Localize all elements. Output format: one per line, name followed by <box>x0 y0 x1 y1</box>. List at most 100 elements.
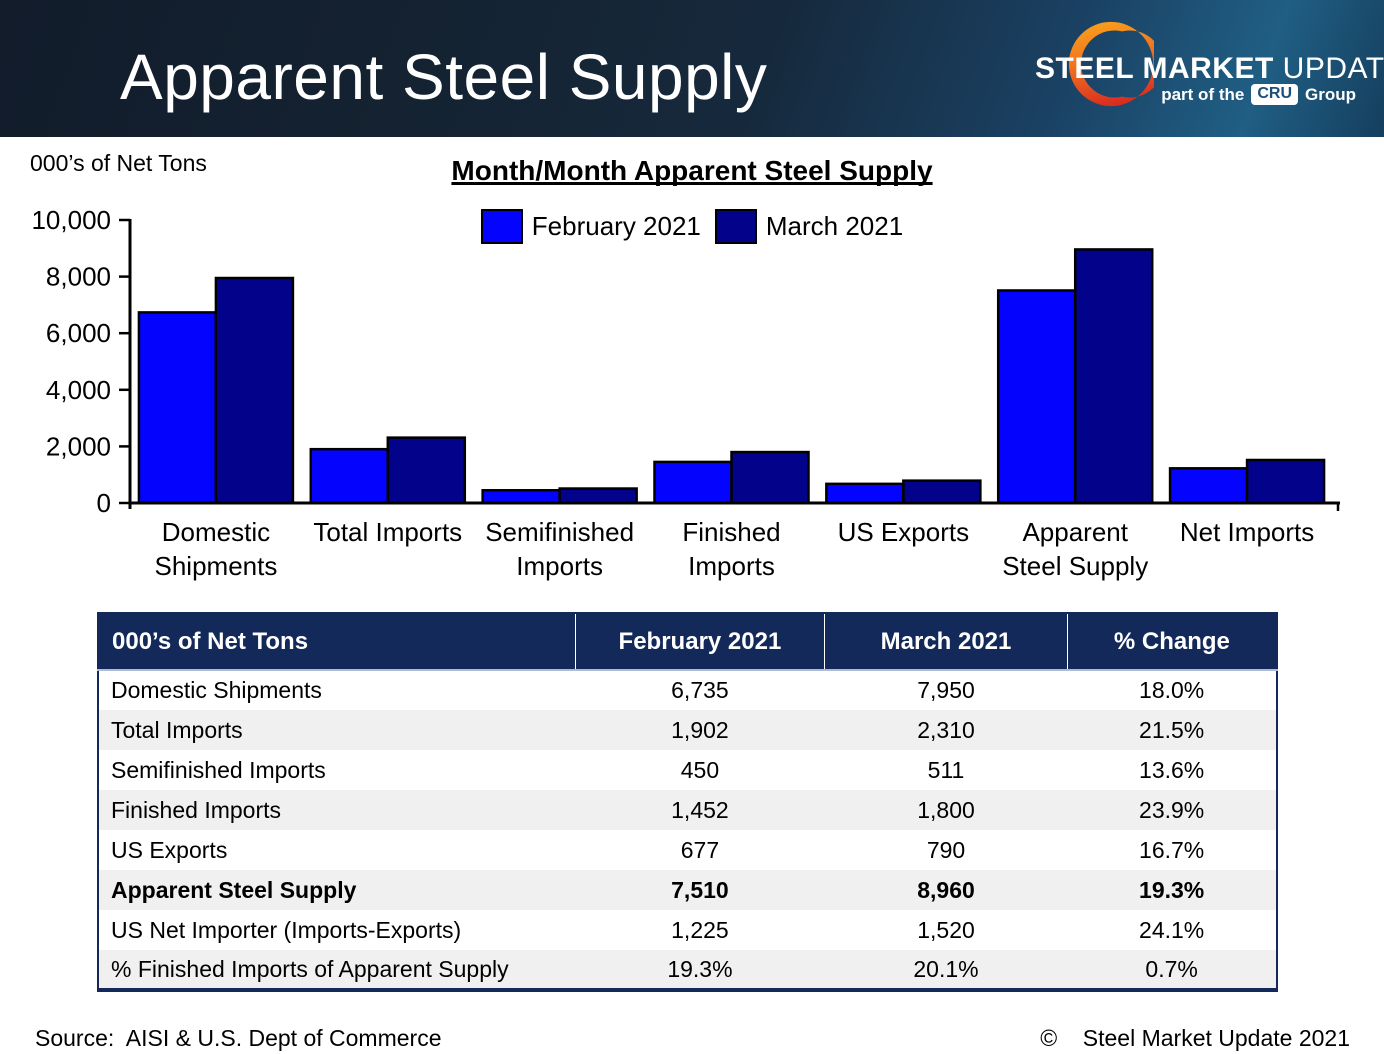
row-value: 18.0% <box>1139 677 1205 703</box>
bar-series-1-group-2 <box>309 447 390 505</box>
x-axis-category-label: Net Imports <box>1180 517 1314 547</box>
table-row: US Exports 677 790 16.7% <box>98 830 1277 870</box>
row-value: 7,510 <box>671 876 729 903</box>
x-axis-category-label: Domestic <box>162 517 270 547</box>
bar-series-1-group-7 <box>1168 467 1249 505</box>
logo-steel: STEEL <box>1035 52 1143 85</box>
bar-series-2-group-2 <box>386 436 467 505</box>
row-value: 8,960 <box>917 876 975 903</box>
cru-badge: CRU <box>1251 84 1298 105</box>
bar-chart: 0 2,000 4,000 6,000 8,000 10,000 Domestic Shipm… <box>31 205 1340 581</box>
x-axis-category-label: Steel Supply <box>1002 551 1148 581</box>
row-label: Finished Imports <box>111 796 282 823</box>
table-row: Finished Imports 1,452 1,800 23.9% <box>98 790 1277 830</box>
row-value: 1,800 <box>917 796 975 823</box>
col-header-march: March 2021 <box>824 613 1068 671</box>
y-axis-tick-label: 6,000 <box>46 318 111 348</box>
x-axis-category-label: US Exports <box>838 517 970 547</box>
chart-legend: February 2021 March 2021 <box>0 209 1384 244</box>
table-row: Domestic Shipments 6,735 7,950 18.0% <box>98 670 1277 710</box>
row-value: 2,310 <box>917 716 975 743</box>
copyright-note: © Steel Market Update 2021 <box>1040 1025 1350 1051</box>
chart-title-wrap: Month/Month Apparent Steel Supply <box>0 155 1384 187</box>
row-value: 1,902 <box>671 716 729 743</box>
header-band: Apparent Steel Supply STEEL MARKET UPDAT… <box>0 0 1384 137</box>
row-value: 677 <box>680 836 720 863</box>
row-value: 1,452 <box>671 796 729 823</box>
col-header-february: February 2021 <box>575 613 826 671</box>
legend-swatch-february <box>480 209 523 244</box>
bar-series-2-group-4 <box>730 450 810 505</box>
row-value: 1,225 <box>671 916 729 943</box>
row-value: 19.3% <box>1139 876 1205 903</box>
supply-table: 000’s of Net Tons February 2021 March 20… <box>97 612 1278 992</box>
logo-update: UPDATE <box>1282 52 1384 85</box>
bar-series-2-group-1 <box>214 276 295 505</box>
tagline-text: part of the <box>1161 84 1245 104</box>
table-row: % Finished Imports of Apparent Supply 19.… <box>98 950 1277 990</box>
table-row: Total Imports 1,902 2,310 21.5% <box>98 710 1277 750</box>
smu-logo-wordmark: STEEL MARKET UPDATE <box>1035 52 1384 86</box>
legend-label-february: February 2021 <box>531 211 701 241</box>
row-label: Apparent Steel Supply <box>111 876 357 903</box>
row-value: 20.1% <box>913 955 979 982</box>
bar-series-1-group-3 <box>481 489 561 505</box>
row-value: 13.6% <box>1139 756 1205 783</box>
x-axis-category-label: Total Imports <box>313 517 462 547</box>
row-value: 511 <box>927 756 965 783</box>
bar-series-2-group-6 <box>1073 248 1154 505</box>
row-label: Semifinished Imports <box>111 756 326 783</box>
bar-series-2-group-5 <box>902 479 982 505</box>
x-axis-category-label: Imports <box>516 551 603 581</box>
table-row: Apparent Steel Supply 7,510 8,960 19.3% <box>98 870 1277 910</box>
row-label: % Finished Imports of Apparent Supply <box>111 955 509 982</box>
y-axis-tick-label: 8,000 <box>46 262 111 292</box>
row-value: 16.7% <box>1139 836 1205 863</box>
source-note: Source: AISI & U.S. Dept of Commerce <box>35 1025 442 1051</box>
y-axis-tick-label: 10,000 <box>31 205 111 235</box>
bar-series-1-group-5 <box>825 482 905 505</box>
bar-series-2-group-3 <box>558 487 638 505</box>
row-value: 790 <box>926 836 966 863</box>
row-value: 23.9% <box>1139 796 1205 823</box>
y-axis-tick-label: 0 <box>97 488 111 518</box>
row-value: 0.7% <box>1145 955 1198 982</box>
table-row: US Net Importer (Imports-Exports) 1,225 1,… <box>98 910 1277 950</box>
col-header-units: 000’s of Net Tons <box>98 613 576 671</box>
row-label: Total Imports <box>111 716 243 743</box>
row-value: 21.5% <box>1139 716 1205 743</box>
table-row: Semifinished Imports 450 511 13.6% <box>98 750 1277 790</box>
group-text: Group <box>1305 84 1356 104</box>
smu-logo-tagline: part of the CRU Group <box>1161 84 1356 105</box>
x-axis-category-label: Imports <box>688 551 775 581</box>
legend-item-march: March 2021 <box>714 209 904 244</box>
y-axis-tick-label: 4,000 <box>46 375 111 405</box>
x-axis-category-label: Finished <box>682 517 780 547</box>
y-axis-units-label: 000’s of Net Tons <box>30 150 207 176</box>
x-axis-category-label: Shipments <box>155 551 278 581</box>
row-value: 24.1% <box>1139 916 1205 943</box>
row-value: 7,950 <box>917 677 975 703</box>
row-label: US Net Importer (Imports-Exports) <box>111 916 462 943</box>
page-title: Apparent Steel Supply <box>120 41 768 113</box>
bar-series-1-group-4 <box>653 460 733 505</box>
bar-series-2-group-7 <box>1245 458 1326 505</box>
col-header-change: % Change <box>1067 613 1277 671</box>
row-value: 1,520 <box>917 916 975 943</box>
row-value: 6,735 <box>671 677 729 703</box>
legend-item-february: February 2021 <box>480 209 701 244</box>
logo-market: MARKET <box>1142 52 1274 85</box>
chart-title: Month/Month Apparent Steel Supply <box>451 155 933 186</box>
legend-swatch-march <box>714 209 757 244</box>
row-label: Domestic Shipments <box>111 677 322 703</box>
row-value: 450 <box>680 756 720 783</box>
legend-label-march: March 2021 <box>765 211 904 241</box>
table-header-row: 000’s of Net Tons February 2021 March 20… <box>98 613 1277 671</box>
bar-series-1-group-6 <box>996 289 1077 505</box>
x-axis-category-label: Semifinished <box>485 517 634 547</box>
row-value: 19.3% <box>667 955 733 982</box>
row-label: US Exports <box>111 836 228 863</box>
supply-table-body: Domestic Shipments 6,735 7,950 18.0% Total I… <box>98 670 1277 990</box>
y-axis-tick-label: 2,000 <box>46 431 111 461</box>
